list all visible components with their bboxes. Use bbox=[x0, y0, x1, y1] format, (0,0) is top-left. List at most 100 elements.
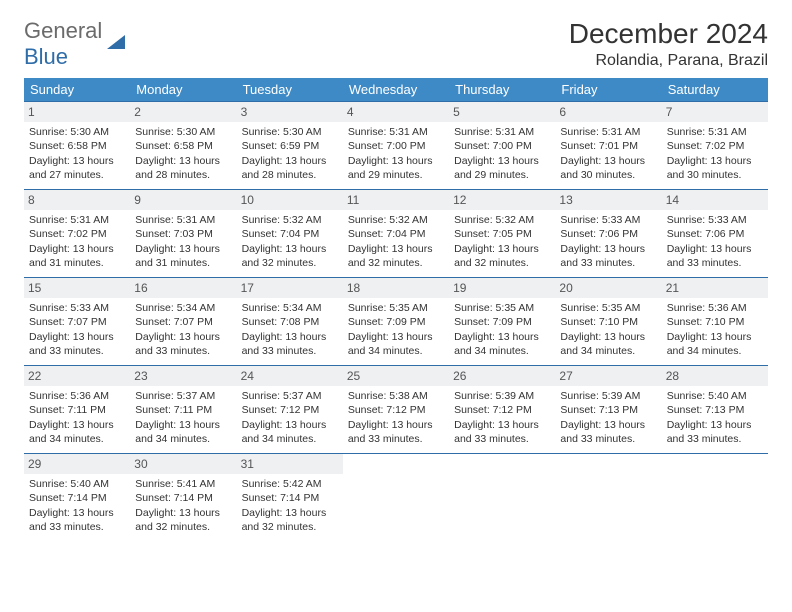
daylight-line: Daylight: 13 hours and 30 minutes. bbox=[667, 154, 763, 182]
sunset-line: Sunset: 7:02 PM bbox=[29, 227, 125, 241]
daylight-line: Daylight: 13 hours and 34 minutes. bbox=[560, 330, 656, 358]
sunrise-line: Sunrise: 5:40 AM bbox=[29, 477, 125, 491]
day-details: Sunrise: 5:31 AMSunset: 7:00 PMDaylight:… bbox=[454, 125, 550, 182]
daylight-line: Daylight: 13 hours and 32 minutes. bbox=[242, 242, 338, 270]
calendar-week-row: 15Sunrise: 5:33 AMSunset: 7:07 PMDayligh… bbox=[24, 278, 768, 366]
day-number: 31 bbox=[237, 454, 343, 474]
sunrise-line: Sunrise: 5:41 AM bbox=[135, 477, 231, 491]
sunset-line: Sunset: 7:11 PM bbox=[29, 403, 125, 417]
day-number: 29 bbox=[24, 454, 130, 474]
calendar-cell: 18 Sunrise: 5:35 AMSunset: 7:09 PMDayligh… bbox=[343, 278, 449, 366]
day-details: Sunrise: 5:36 AMSunset: 7:10 PMDaylight:… bbox=[667, 301, 763, 358]
day-number: 8 bbox=[24, 190, 130, 210]
calendar-cell: 5Sunrise: 5:31 AMSunset: 7:00 PMDaylight… bbox=[449, 102, 555, 190]
daylight-line: Daylight: 13 hours and 33 minutes. bbox=[454, 418, 550, 446]
calendar-cell: 30 Sunrise: 5:41 AMSunset: 7:14 PMDayligh… bbox=[130, 454, 236, 542]
day-number: 22 bbox=[24, 366, 130, 386]
daylight-line: Daylight: 13 hours and 34 minutes. bbox=[667, 330, 763, 358]
day-header-row: SundayMondayTuesdayWednesdayThursdayFrid… bbox=[24, 78, 768, 102]
sunrise-line: Sunrise: 5:31 AM bbox=[454, 125, 550, 139]
day-details: Sunrise: 5:38 AMSunset: 7:12 PMDaylight:… bbox=[348, 389, 444, 446]
calendar-cell: 10Sunrise: 5:32 AMSunset: 7:04 PMDayligh… bbox=[237, 190, 343, 278]
sunset-line: Sunset: 7:05 PM bbox=[454, 227, 550, 241]
sunrise-line: Sunrise: 5:36 AM bbox=[667, 301, 763, 315]
sunrise-line: Sunrise: 5:33 AM bbox=[667, 213, 763, 227]
sunset-line: Sunset: 7:06 PM bbox=[667, 227, 763, 241]
sunset-line: Sunset: 7:14 PM bbox=[135, 491, 231, 505]
calendar-cell: 9Sunrise: 5:31 AMSunset: 7:03 PMDaylight… bbox=[130, 190, 236, 278]
day-details: Sunrise: 5:40 AMSunset: 7:14 PMDaylight:… bbox=[29, 477, 125, 534]
day-header: Thursday bbox=[449, 78, 555, 102]
daylight-line: Daylight: 13 hours and 33 minutes. bbox=[667, 242, 763, 270]
daylight-line: Daylight: 13 hours and 34 minutes. bbox=[454, 330, 550, 358]
day-details: Sunrise: 5:31 AMSunset: 7:01 PMDaylight:… bbox=[560, 125, 656, 182]
daylight-line: Daylight: 13 hours and 31 minutes. bbox=[135, 242, 231, 270]
day-details: Sunrise: 5:39 AMSunset: 7:13 PMDaylight:… bbox=[560, 389, 656, 446]
calendar-cell: 29 Sunrise: 5:40 AMSunset: 7:14 PMDayligh… bbox=[24, 454, 130, 542]
day-number: 21 bbox=[662, 278, 768, 298]
day-details: Sunrise: 5:32 AMSunset: 7:04 PMDaylight:… bbox=[348, 213, 444, 270]
daylight-line: Daylight: 13 hours and 33 minutes. bbox=[560, 242, 656, 270]
calendar-head: SundayMondayTuesdayWednesdayThursdayFrid… bbox=[24, 78, 768, 102]
sunset-line: Sunset: 7:12 PM bbox=[454, 403, 550, 417]
day-details: Sunrise: 5:35 AMSunset: 7:09 PMDaylight:… bbox=[348, 301, 444, 358]
daylight-line: Daylight: 13 hours and 29 minutes. bbox=[348, 154, 444, 182]
daylight-line: Daylight: 13 hours and 29 minutes. bbox=[454, 154, 550, 182]
day-header: Saturday bbox=[662, 78, 768, 102]
sunrise-line: Sunrise: 5:42 AM bbox=[242, 477, 338, 491]
calendar-cell: 24Sunrise: 5:37 AMSunset: 7:12 PMDayligh… bbox=[237, 366, 343, 454]
day-number: 30 bbox=[130, 454, 236, 474]
sunset-line: Sunset: 7:06 PM bbox=[560, 227, 656, 241]
calendar-cell: 14 Sunrise: 5:33 AMSunset: 7:06 PMDayligh… bbox=[662, 190, 768, 278]
calendar-cell: 15Sunrise: 5:33 AMSunset: 7:07 PMDayligh… bbox=[24, 278, 130, 366]
calendar-cell: 19Sunrise: 5:35 AMSunset: 7:09 PMDayligh… bbox=[449, 278, 555, 366]
daylight-line: Daylight: 13 hours and 32 minutes. bbox=[242, 506, 338, 534]
sunrise-line: Sunrise: 5:34 AM bbox=[242, 301, 338, 315]
day-number: 16 bbox=[130, 278, 236, 298]
calendar-cell: .. bbox=[343, 454, 449, 542]
day-number: 13 bbox=[555, 190, 661, 210]
calendar-week-row: 1Sunrise: 5:30 AMSunset: 6:58 PMDaylight… bbox=[24, 102, 768, 190]
logo-text-1: General bbox=[24, 18, 102, 43]
sunset-line: Sunset: 7:13 PM bbox=[560, 403, 656, 417]
sunrise-line: Sunrise: 5:37 AM bbox=[135, 389, 231, 403]
sunset-line: Sunset: 7:00 PM bbox=[348, 139, 444, 153]
logo-text-2: Blue bbox=[24, 44, 68, 69]
day-number: 18 bbox=[343, 278, 449, 298]
calendar-week-row: 22Sunrise: 5:36 AMSunset: 7:11 PMDayligh… bbox=[24, 366, 768, 454]
calendar-cell: 6Sunrise: 5:31 AMSunset: 7:01 PMDaylight… bbox=[555, 102, 661, 190]
day-header: Monday bbox=[130, 78, 236, 102]
day-details: Sunrise: 5:35 AMSunset: 7:09 PMDaylight:… bbox=[454, 301, 550, 358]
day-details: Sunrise: 5:30 AMSunset: 6:59 PMDaylight:… bbox=[242, 125, 338, 182]
logo-text-wrap: General Blue bbox=[24, 18, 102, 70]
daylight-line: Daylight: 13 hours and 34 minutes. bbox=[29, 418, 125, 446]
sunset-line: Sunset: 7:12 PM bbox=[348, 403, 444, 417]
sunset-line: Sunset: 7:04 PM bbox=[242, 227, 338, 241]
daylight-line: Daylight: 13 hours and 34 minutes. bbox=[242, 418, 338, 446]
day-number: 10 bbox=[237, 190, 343, 210]
sunrise-line: Sunrise: 5:35 AM bbox=[454, 301, 550, 315]
day-number: 23 bbox=[130, 366, 236, 386]
sunset-line: Sunset: 7:01 PM bbox=[560, 139, 656, 153]
calendar-body: 1Sunrise: 5:30 AMSunset: 6:58 PMDaylight… bbox=[24, 102, 768, 542]
day-number: 7 bbox=[662, 102, 768, 122]
sunset-line: Sunset: 7:14 PM bbox=[242, 491, 338, 505]
sunrise-line: Sunrise: 5:30 AM bbox=[135, 125, 231, 139]
sunrise-line: Sunrise: 5:32 AM bbox=[454, 213, 550, 227]
daylight-line: Daylight: 13 hours and 28 minutes. bbox=[135, 154, 231, 182]
daylight-line: Daylight: 13 hours and 33 minutes. bbox=[560, 418, 656, 446]
daylight-line: Daylight: 13 hours and 33 minutes. bbox=[135, 330, 231, 358]
sunrise-line: Sunrise: 5:37 AM bbox=[242, 389, 338, 403]
day-number: 14 bbox=[662, 190, 768, 210]
day-details: Sunrise: 5:34 AMSunset: 7:07 PMDaylight:… bbox=[135, 301, 231, 358]
day-details: Sunrise: 5:33 AMSunset: 7:06 PMDaylight:… bbox=[667, 213, 763, 270]
sunset-line: Sunset: 7:08 PM bbox=[242, 315, 338, 329]
calendar-cell: 21 Sunrise: 5:36 AMSunset: 7:10 PMDayligh… bbox=[662, 278, 768, 366]
daylight-line: Daylight: 13 hours and 33 minutes. bbox=[667, 418, 763, 446]
day-details: Sunrise: 5:41 AMSunset: 7:14 PMDaylight:… bbox=[135, 477, 231, 534]
sunrise-line: Sunrise: 5:35 AM bbox=[348, 301, 444, 315]
sunset-line: Sunset: 7:09 PM bbox=[454, 315, 550, 329]
sunrise-line: Sunrise: 5:34 AM bbox=[135, 301, 231, 315]
calendar-cell: .. bbox=[555, 454, 661, 542]
calendar-cell: 2Sunrise: 5:30 AMSunset: 6:58 PMDaylight… bbox=[130, 102, 236, 190]
